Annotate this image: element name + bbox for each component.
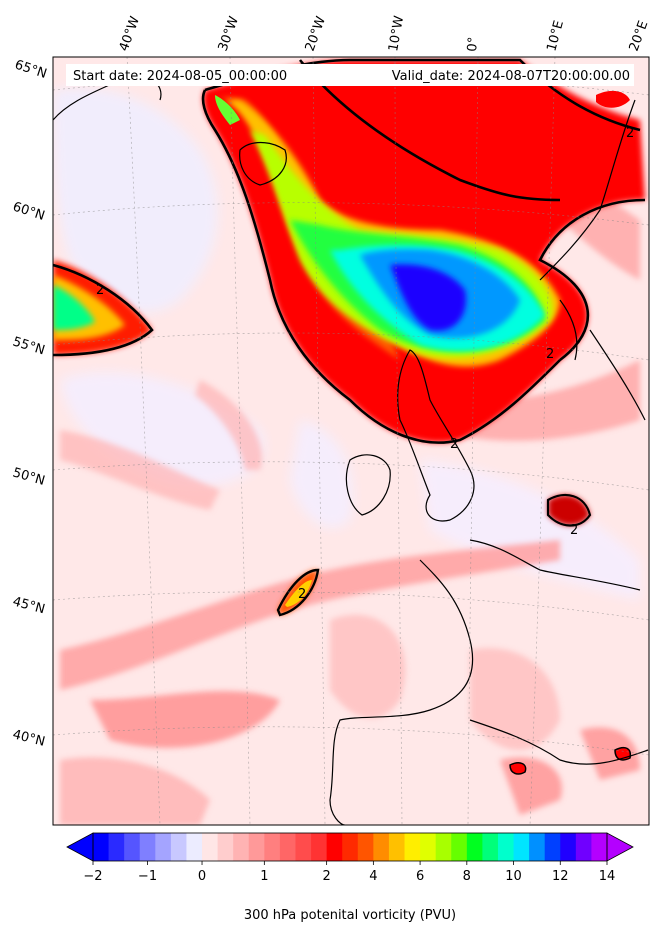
lon-label: 30°W — [216, 14, 242, 53]
colorbar-cell — [529, 833, 546, 861]
colorbar-ticks: −2 −1 0 1 2 4 6 8 10 12 14 — [83, 861, 615, 884]
graticule — [53, 57, 649, 825]
colorbar-cell — [560, 833, 577, 861]
colorbar-cell — [311, 833, 328, 861]
lat-label: 65°N — [13, 58, 49, 82]
lat-label: 50°N — [11, 465, 47, 488]
baltic-coast — [589, 329, 646, 421]
uk-coast — [397, 349, 475, 522]
colorbar-cell — [295, 833, 312, 861]
map-frame — [52, 56, 650, 826]
valid-date-text: Valid_date: 2024-08-07T20:00:00.00 — [392, 69, 630, 84]
colorbar-cell — [373, 833, 390, 861]
colorbar-cell — [124, 833, 141, 861]
info-box — [66, 64, 634, 86]
colorbar-cell — [326, 833, 343, 861]
latitude-labels: 65°N 60°N 55°N 50°N 45°N 40°N — [11, 58, 49, 750]
colorbar-cell — [388, 833, 405, 861]
colorbar-cells — [93, 833, 608, 861]
coastlines — [53, 76, 649, 825]
colorbar-cell — [497, 833, 514, 861]
lat-label: 45°N — [11, 594, 47, 617]
colorbar-label: 300 hPa potenital vorticity (PVU) — [244, 908, 456, 923]
colorbar-tick-label: 10 — [505, 869, 522, 884]
colorbar: −2 −1 0 1 2 4 6 8 10 12 14 300 hPa potenital vorti… — [66, 832, 634, 923]
colorbar-cell — [342, 833, 359, 861]
colorbar-tick-label: 2 — [322, 869, 330, 884]
colorbar-tick-label: 8 — [463, 869, 471, 884]
mediterranean-coast — [469, 719, 649, 765]
colorbar-cell — [155, 833, 172, 861]
map-panel: 2 2 2 2 2 2 Start date: 2024-08-05_00:00… — [53, 57, 649, 825]
contour-label: 2 — [626, 126, 634, 141]
colorbar-cell — [404, 833, 421, 861]
colorbar-cell — [357, 833, 374, 861]
iceland-coast — [239, 141, 287, 186]
contour-label: 2 — [96, 283, 104, 298]
colorbar-extend-right — [606, 832, 634, 862]
colorbar-cell — [513, 833, 530, 861]
europe-coast — [329, 539, 641, 825]
colorbar-cell — [186, 833, 203, 861]
longitude-labels: 40°W 30°W 20°W 10°W 0° 10°E 20°E — [117, 14, 652, 53]
scandinavia-coast — [539, 99, 636, 361]
colorbar-cell — [482, 833, 499, 861]
colorbar-tick-label: 6 — [416, 869, 424, 884]
small-pv-patches — [276, 90, 632, 775]
lat-label: 60°N — [11, 200, 47, 224]
colorbar-cell — [544, 833, 561, 861]
colorbar-frame — [92, 832, 608, 862]
colorbar-tick-label: 12 — [552, 869, 569, 884]
colorbar-cell — [435, 833, 452, 861]
contour-level-labels: 2 2 2 2 2 2 — [96, 126, 634, 602]
colorbar-tick-label: −1 — [138, 869, 157, 884]
lon-label: 40°W — [117, 14, 143, 53]
contour-label: 2 — [570, 523, 578, 538]
lon-label: 20°W — [303, 14, 329, 53]
lon-label: 10°W — [386, 15, 407, 53]
colorbar-tick-label: 0 — [198, 869, 206, 884]
colorbar-cell — [170, 833, 187, 861]
start-date-text: Start date: 2024-08-05_00:00:00 — [73, 69, 287, 84]
ireland-coast — [345, 454, 391, 516]
colorbar-cell — [420, 833, 437, 861]
colorbar-tick-label: −2 — [83, 869, 102, 884]
lon-label: 0° — [465, 36, 481, 52]
colorbar-cell — [575, 833, 592, 861]
colorbar-cell — [108, 833, 125, 861]
colorbar-cell — [217, 833, 234, 861]
main-pv-trough — [201, 58, 646, 444]
colorbar-cell — [233, 833, 250, 861]
colorbar-cell — [279, 833, 296, 861]
colorbar-tick-label: 4 — [369, 869, 377, 884]
lat-label: 40°N — [11, 727, 46, 749]
western-pv-cutoff — [53, 260, 154, 357]
colorbar-cell — [591, 833, 608, 861]
colorbar-cell — [139, 833, 156, 861]
colorbar-cell — [451, 833, 468, 861]
colorbar-cell — [264, 833, 281, 861]
colorbar-cell — [466, 833, 483, 861]
colorbar-cell — [202, 833, 219, 861]
contour-label: 2 — [298, 587, 306, 602]
lat-label: 55°N — [11, 334, 47, 358]
colorbar-extend-left — [66, 832, 94, 862]
colorbar-cell — [248, 833, 265, 861]
lon-label: 20°E — [627, 19, 652, 54]
lon-label: 10°E — [544, 19, 567, 53]
contour-label: 2 — [546, 347, 554, 362]
contour-label: 2 — [450, 437, 458, 452]
colorbar-tick-label: 1 — [260, 869, 268, 884]
colorbar-cell — [93, 833, 109, 861]
colorbar-tick-label: 14 — [599, 869, 616, 884]
